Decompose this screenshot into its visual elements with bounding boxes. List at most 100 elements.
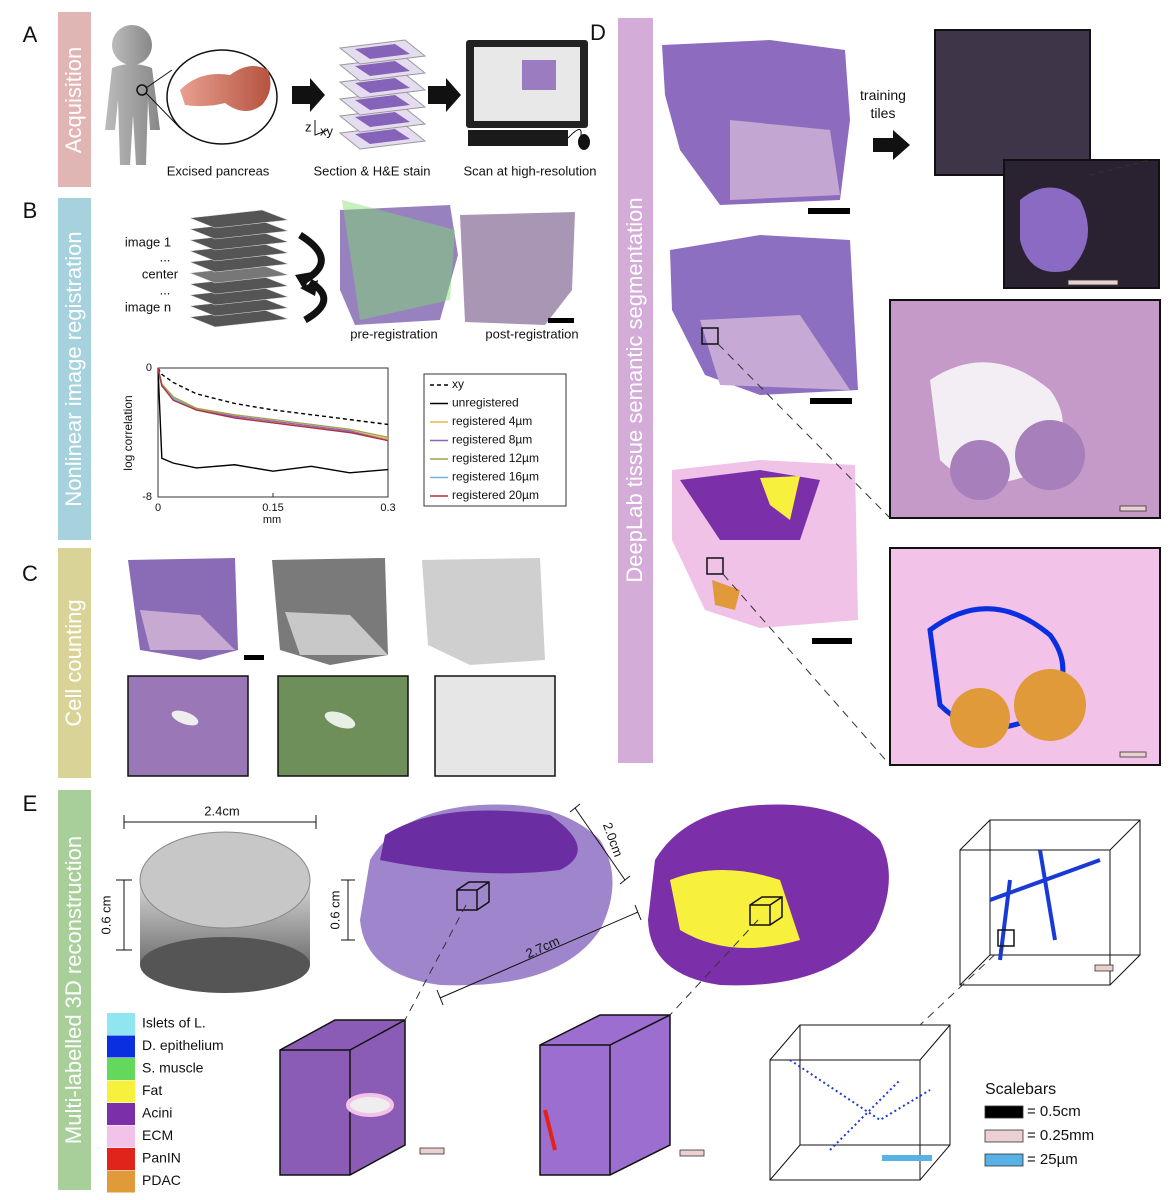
stack-label: image 1 — [125, 234, 171, 249]
caption: post-registration — [485, 326, 578, 341]
side-bar — [58, 198, 91, 540]
legend-label: PDAC — [142, 1172, 181, 1188]
legend-label: registered 4µm — [452, 414, 532, 428]
side-label: Multi-labelled 3D reconstruction — [61, 836, 86, 1144]
axis-label: z — [305, 119, 312, 134]
legend-swatch — [107, 1080, 135, 1103]
scalebar-swatch — [984, 1129, 1024, 1143]
caption: Excised pancreas — [167, 163, 270, 178]
panel-letter: E — [23, 791, 38, 816]
slide-tissue — [355, 112, 410, 127]
side-bar — [58, 12, 91, 187]
x-axis-label: mm — [263, 514, 281, 526]
legend-label: Islets of L. — [142, 1015, 206, 1031]
stack-layer — [189, 209, 289, 229]
tissue-legend: Islets of L. D. epithelium S. muscle Fat Aci… — [107, 1013, 224, 1193]
dimension-label: 0.6 cm — [327, 890, 342, 929]
panel-letter: A — [23, 22, 38, 47]
reconstruction-images — [116, 803, 1141, 1181]
panel-letter: B — [23, 198, 38, 223]
legend-label: Fat — [142, 1082, 162, 1098]
cell-counting-images — [127, 558, 556, 777]
caption: Section & H&E stain — [313, 163, 430, 178]
slide-tissue — [355, 61, 410, 76]
scalebar-label: = 25µm — [1027, 1151, 1078, 1168]
legend-label: registered 16µm — [452, 470, 539, 484]
legend-title: Scalebars — [985, 1081, 1056, 1098]
slide-tissue — [355, 129, 410, 144]
series-line — [157, 367, 389, 426]
arrow-head — [300, 280, 318, 296]
stack-label: ... — [160, 282, 171, 297]
arrow — [428, 78, 461, 112]
scalebar-legend: Scalebars = 0.5cm = 0.25mm = 25µm — [984, 1081, 1094, 1168]
y-tick-label: -8 — [142, 491, 152, 503]
slide-tissue — [355, 78, 410, 93]
tissue-overlay — [342, 200, 455, 320]
side-label: Acquisition — [61, 47, 86, 153]
stack-label: center — [142, 266, 179, 281]
pancreas — [180, 66, 271, 112]
stack-label: image n — [125, 299, 171, 314]
arrow — [292, 78, 325, 112]
panel-letter: D — [590, 20, 606, 45]
legend-label: xy — [452, 377, 464, 391]
legend-label: S. muscle — [142, 1060, 204, 1076]
curved-arrow — [298, 232, 325, 284]
scalebar — [548, 318, 574, 323]
zoom-line — [145, 69, 173, 89]
arrow-head — [295, 272, 312, 290]
segmentation-images — [662, 29, 1161, 766]
legend-label: registered 20µm — [452, 488, 539, 502]
legend-swatch — [107, 1125, 135, 1148]
arrow-label: training tiles — [860, 87, 906, 121]
dimension-label: 2.4cm — [204, 803, 239, 818]
zoom-circle — [136, 84, 148, 96]
scalebar-label: = 0.5cm — [1027, 1103, 1081, 1120]
x-tick-label: 0 — [155, 502, 161, 514]
legend-label: unregistered — [452, 396, 519, 410]
computer — [466, 40, 590, 150]
x-tick-label: 0.3 — [380, 502, 395, 514]
legend-swatch — [107, 1058, 135, 1080]
side-bar — [618, 18, 653, 763]
legend-label: Acini — [142, 1105, 172, 1121]
tissue-image — [460, 212, 575, 325]
scalebar-swatch — [984, 1153, 1024, 1167]
side-bar — [58, 548, 91, 778]
legend-swatch — [107, 1103, 135, 1125]
axis-glyph — [314, 120, 329, 136]
side-label: DeepLab tissue semantic segmentation — [622, 197, 647, 582]
slide-tissue — [355, 44, 410, 59]
legend-swatch — [107, 1148, 135, 1170]
x-tick-label: 0.15 — [262, 502, 283, 514]
legend-swatch — [107, 1035, 135, 1058]
panel-letter: C — [22, 561, 38, 586]
image-stack — [189, 209, 289, 328]
legend-label: D. epithelium — [142, 1037, 224, 1053]
y-axis-label: log correlation — [121, 395, 135, 470]
series-line — [157, 367, 389, 440]
tissue-image — [340, 205, 458, 325]
caption: pre-registration — [350, 326, 437, 341]
caption: Scan at high-resolution — [464, 163, 597, 178]
human-figure — [105, 25, 160, 165]
series-line — [157, 367, 389, 442]
series-line — [157, 367, 389, 474]
stack-label: ... — [160, 249, 171, 264]
slide-stack — [338, 39, 427, 150]
side-label: Cell counting — [61, 599, 86, 726]
legend-label: registered 8µm — [452, 433, 532, 447]
legend-label: ECM — [142, 1127, 173, 1143]
legend-label: PanIN — [142, 1150, 181, 1166]
dimension-label: 0.6 cm — [98, 895, 113, 934]
legend-swatch — [107, 1013, 135, 1035]
side-bar — [58, 790, 91, 1190]
line-chart: log correlation mm 0 0.15 0.30-8xyunregist… — [121, 362, 567, 526]
scalebar-swatch — [984, 1105, 1024, 1119]
slide-tissue — [355, 95, 410, 110]
legend-swatch — [107, 1170, 135, 1193]
scalebar-label: = 0.25mm — [1027, 1127, 1094, 1144]
